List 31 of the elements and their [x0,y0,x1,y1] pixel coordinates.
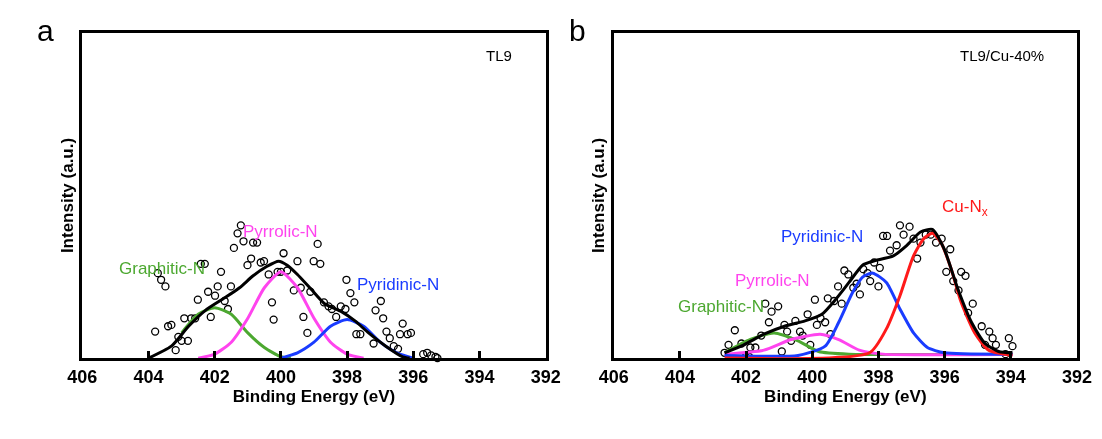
series-label: Graphitic-N [678,297,764,316]
chart-title: a [37,14,54,47]
text: TL9/Cu-40% [960,47,1045,64]
x-tick-label: 394 [995,366,1026,387]
series-label: Cu-N$_{x}$ [942,197,988,219]
series-label: Pyridinic-N [781,227,864,246]
x-tick-label: 400 [797,366,828,387]
x-tick-label: 400 [265,366,296,387]
series-label: Pyridinic-N [357,275,440,294]
x-tick-label: 392 [1061,366,1093,387]
text: Pyrrolic-N [735,271,810,290]
x-axis-title: Binding Energy (eV) [232,386,396,406]
x-tick-label: 406 [67,366,98,387]
x-axis-title: Binding Energy (eV) [764,386,927,406]
x-tick-label: 406 [598,366,629,387]
x-tick-label: 404 [664,366,695,387]
series-label: Graphitic-N [119,259,205,278]
x-tick-label: 402 [199,366,230,387]
x-tick-label: 402 [731,366,762,387]
x-tick-label: 394 [464,366,495,387]
x-tick-label: 392 [530,366,561,387]
x-tick-label: 398 [863,366,894,387]
x-tick-label: 396 [929,366,960,387]
chart-title: b [569,14,586,47]
y-axis-title: Intensity (a.u.) [589,137,609,254]
x-tick-label: 396 [398,366,429,387]
x-tick-label: 398 [332,366,363,387]
text: Pyrrolic-N [243,222,318,241]
y-axis-title: Intensity (a.u.) [57,137,77,254]
x-tick-label: 404 [133,366,164,387]
text: TL9 [486,47,512,64]
